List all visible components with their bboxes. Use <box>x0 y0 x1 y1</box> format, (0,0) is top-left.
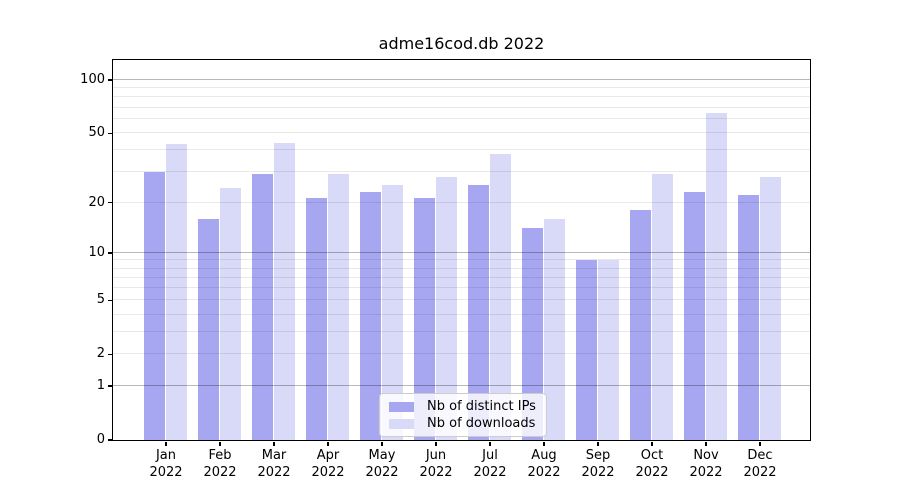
bar-nb-of-distinct-ips-oct <box>629 209 652 440</box>
x-tick-label: Jun 2022 <box>419 448 453 480</box>
major-gridline <box>112 79 810 80</box>
x-tick-label: May 2022 <box>365 448 399 480</box>
legend-label-downloads: Nb of downloads <box>427 416 536 431</box>
legend-item-downloads: Nb of downloads <box>389 416 536 431</box>
bar-nb-of-downloads-mar <box>273 142 296 440</box>
minor-gridline <box>112 149 810 151</box>
y-tick-label: 100 <box>80 72 105 87</box>
x-tick-label: Oct 2022 <box>635 448 669 480</box>
bar-nb-of-downloads-jan <box>165 144 188 440</box>
bar-nb-of-distinct-ips-sep <box>575 259 598 440</box>
minor-gridline <box>112 313 810 315</box>
bar-nb-of-distinct-ips-aug <box>521 228 544 440</box>
bar-nb-of-distinct-ips-jun <box>413 198 436 440</box>
bar-nb-of-distinct-ips-dec <box>737 194 760 440</box>
minor-gridline <box>112 267 810 269</box>
minor-gridline <box>112 353 810 355</box>
y-tick <box>107 439 112 441</box>
bar-nb-of-distinct-ips-mar <box>251 174 274 440</box>
bar-nb-of-distinct-ips-jan <box>143 171 166 440</box>
x-tick <box>705 441 707 446</box>
minor-gridline <box>112 259 810 261</box>
bar-nb-of-downloads-nov <box>705 112 728 440</box>
major-gridline <box>112 384 810 386</box>
x-tick <box>597 441 599 446</box>
y-tick-label: 10 <box>88 245 105 260</box>
x-tick-label: Jul 2022 <box>473 448 507 480</box>
x-tick-label: Dec 2022 <box>743 448 777 480</box>
y-tick-label: 1 <box>96 377 105 393</box>
gridlines-layer <box>112 60 810 440</box>
minor-gridline <box>112 87 810 89</box>
plot-area <box>111 58 811 441</box>
y-tick <box>107 353 112 356</box>
legend-item-distinct-ips: Nb of distinct IPs <box>389 399 536 414</box>
legend-swatch-downloads <box>389 418 414 429</box>
x-tick-label: Sep 2022 <box>581 448 615 480</box>
minor-gridline <box>112 287 810 289</box>
minor-gridline <box>112 201 810 203</box>
minor-gridline <box>112 171 810 173</box>
y-tick <box>107 299 112 301</box>
legend-label-distinct-ips: Nb of distinct IPs <box>427 399 536 414</box>
legend: Nb of distinct IPs Nb of downloads <box>379 393 547 437</box>
y-tick <box>107 79 112 81</box>
legend-swatch-distinct-ips <box>389 401 414 412</box>
x-tick <box>651 441 653 446</box>
x-tick-label: Mar 2022 <box>257 448 291 480</box>
x-tick <box>273 441 275 446</box>
x-tick-label: Jan 2022 <box>149 448 183 480</box>
x-tick-label: Nov 2022 <box>689 448 723 480</box>
bar-nb-of-downloads-apr <box>327 174 350 440</box>
minor-gridline <box>112 106 810 108</box>
y-tick-label: 5 <box>96 292 105 308</box>
x-tick-label: Apr 2022 <box>311 448 345 480</box>
bar-nb-of-downloads-aug <box>543 218 566 440</box>
minor-gridline <box>112 299 810 301</box>
bar-nb-of-downloads-oct <box>651 174 674 440</box>
minor-gridline <box>112 276 810 278</box>
y-tick <box>107 201 112 204</box>
bar-nb-of-downloads-sep <box>597 259 620 440</box>
x-tick <box>489 441 491 446</box>
x-tick <box>759 441 761 446</box>
x-tick <box>381 441 383 446</box>
bar-nb-of-downloads-jul <box>489 153 512 440</box>
bar-nb-of-distinct-ips-jul <box>467 185 490 440</box>
bars-layer <box>113 60 810 440</box>
chart-title: adme16cod.db 2022 <box>378 34 545 53</box>
bar-nb-of-downloads-may <box>381 185 404 440</box>
bar-nb-of-downloads-feb <box>219 188 242 440</box>
minor-gridline <box>112 118 810 120</box>
major-gridline <box>112 252 810 253</box>
minor-gridline <box>112 96 810 98</box>
x-tick <box>165 441 167 446</box>
minor-gridline <box>112 132 810 134</box>
bar-nb-of-downloads-dec <box>759 176 782 440</box>
y-tick <box>107 132 112 135</box>
x-tick-label: Aug 2022 <box>527 448 561 480</box>
bar-nb-of-distinct-ips-nov <box>683 191 706 440</box>
y-tick-label: 50 <box>88 125 105 141</box>
bar-nb-of-distinct-ips-feb <box>197 218 220 440</box>
minor-gridline <box>112 330 810 332</box>
bar-nb-of-downloads-jun <box>435 176 458 440</box>
y-tick <box>107 385 112 387</box>
y-tick-label: 2 <box>96 346 105 362</box>
x-tick <box>327 441 329 446</box>
bar-nb-of-distinct-ips-apr <box>305 198 328 440</box>
x-tick <box>543 441 545 446</box>
y-tick <box>107 252 112 254</box>
x-tick <box>435 441 437 446</box>
x-tick <box>219 441 221 446</box>
bar-nb-of-distinct-ips-may <box>359 191 382 440</box>
y-tick-label: 20 <box>88 194 105 210</box>
x-tick-label: Feb 2022 <box>203 448 237 480</box>
y-tick-label: 0 <box>96 432 105 447</box>
